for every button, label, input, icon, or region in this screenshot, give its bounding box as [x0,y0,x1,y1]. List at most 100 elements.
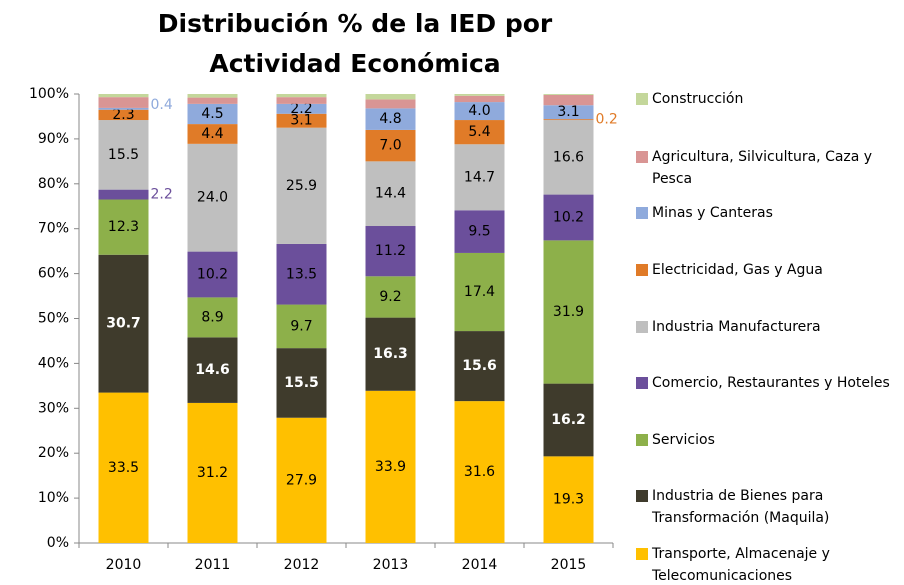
data-label: 15.5 [108,147,139,163]
legend-item: Electricidad, Gas y Agua [636,259,896,281]
bar-segment [276,127,327,244]
bar-segment [187,337,238,403]
legend-label: Construcción [652,91,744,107]
bar-segment [454,144,505,211]
legend-item: Minas y Canteras [636,202,896,224]
bar-segment [454,401,505,543]
data-label: 19.3 [553,492,584,508]
data-label: 0.4 [151,97,173,113]
bar-segment [543,120,594,195]
y-tick-label: 50% [38,311,69,327]
bar-segment [187,97,238,104]
legend-swatch [636,434,648,446]
legend-label: Agricultura, Silvicultura, Caza y Pesca [652,149,873,187]
data-label: 3.1 [290,113,312,129]
data-label: 3.1 [557,104,579,120]
data-label: 10.2 [553,209,584,225]
data-label: 17.4 [464,284,495,300]
x-tick-label: 2011 [195,557,231,573]
legend-label: Servicios [652,432,715,448]
bar-segment [543,240,594,384]
data-label: 13.5 [286,266,317,282]
x-tick-label: 2010 [106,557,142,573]
legend-label: Industria Manufacturera [652,319,821,335]
data-label: 31.6 [464,464,495,480]
legend-swatch [636,207,648,219]
bar-segment [98,254,149,393]
bar-segment [98,189,149,200]
y-tick-label: 90% [38,131,69,147]
bar-segment [454,94,505,96]
x-tick-label: 2015 [551,557,587,573]
data-label: 9.5 [468,224,490,240]
bar-segment [543,105,594,120]
data-label: 14.6 [195,362,230,378]
y-tick-label: 70% [38,221,69,237]
legend-item: Transporte, Almacenaje y Telecomunicacio… [636,543,896,585]
legend-item: Industria Manufacturera [636,316,896,338]
bar-segment [187,143,238,252]
bar-segment [365,317,416,391]
data-label: 7.0 [379,138,401,154]
data-label: 16.6 [553,149,584,165]
data-label: 25.9 [286,178,317,194]
bar-segment [365,226,416,277]
data-label: 0.2 [596,112,618,128]
legend-item: Agricultura, Silvicultura, Caza y Pesca [636,146,896,190]
bar-segment [98,120,149,190]
bar-segment [365,108,416,130]
bar-segment [543,194,594,241]
data-label: 31.9 [553,304,584,320]
bar-segment [98,199,149,255]
bar-segment [276,103,327,114]
legend-label: Comercio, Restaurantes y Hoteles [652,375,890,391]
legend-item: Construcción [636,88,896,110]
data-label: 4.5 [201,106,223,122]
bar-segment [454,120,505,145]
data-label: 33.5 [108,460,139,476]
data-label: 2.3 [112,107,134,123]
legend-swatch [636,377,648,389]
bar-segment [276,243,327,305]
bar-segment [187,94,238,98]
bar-segment [187,103,238,125]
bar-segment [543,456,594,543]
legend-label: Electricidad, Gas y Agua [652,262,823,278]
data-label: 30.7 [106,316,141,332]
legend-swatch [636,264,648,276]
bar-segment [187,251,238,298]
x-tick-label: 2013 [373,557,409,573]
legend-swatch [636,151,648,163]
bar-segment [543,383,594,457]
legend-label: Industria de Bienes para Transformación … [652,488,830,526]
y-tick-label: 80% [38,176,69,192]
bar-segment [365,129,416,162]
legend-item: Comercio, Restaurantes y Hoteles [636,372,896,394]
data-label: 4.4 [201,126,223,142]
data-label: 5.4 [468,124,490,140]
bar-segment [543,94,594,106]
bar-segment [276,113,327,128]
bar-segment [543,119,594,121]
bar-segment [365,161,416,227]
chart-title: Distribución % de la IED por Actividad E… [157,9,553,78]
bar-segment [454,102,505,121]
data-label: 15.6 [462,358,497,374]
y-tick-label: 20% [38,445,69,461]
legend-label: Minas y Canteras [652,205,773,221]
legend-swatch [636,548,648,560]
bar-segment [98,107,149,110]
data-label: 16.2 [551,412,586,428]
bar-segment [276,348,327,418]
legend-item: Servicios [636,429,896,451]
data-label: 9.7 [290,318,312,334]
data-label: 4.8 [379,111,401,127]
x-tick-label: 2014 [462,557,498,573]
bar-segment [276,304,327,349]
bar-segment [98,94,149,98]
bar-segment [454,95,505,103]
bar-segment [365,276,416,318]
data-label: 27.9 [286,472,317,488]
y-tick-label: 0% [47,535,69,551]
